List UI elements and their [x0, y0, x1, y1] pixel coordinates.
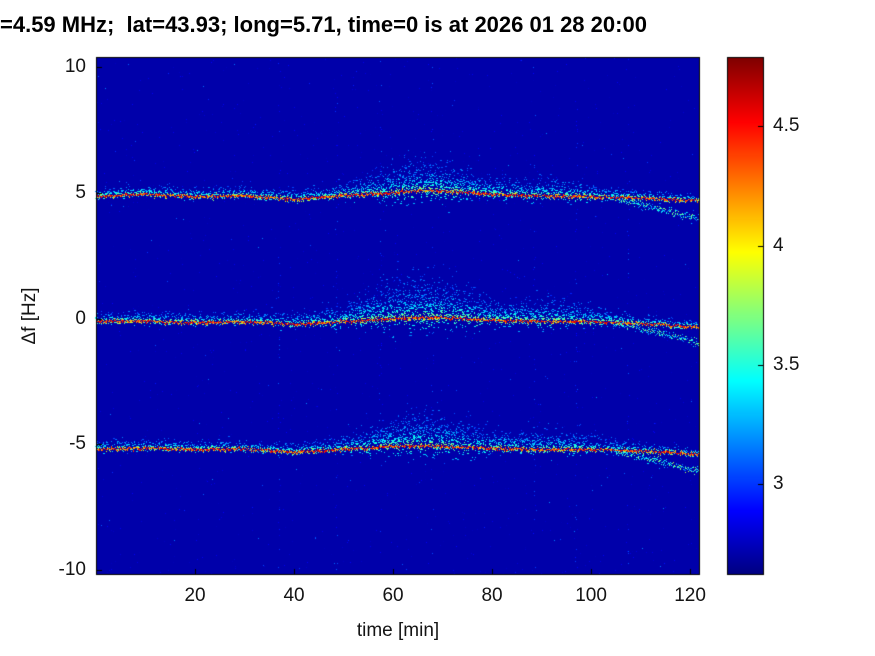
- x-tick-label: 80: [481, 585, 503, 606]
- x-tick-label: 20: [184, 585, 206, 606]
- x-axis-label: time [min]: [356, 620, 440, 641]
- y-tick-label: -10: [58, 558, 86, 580]
- x-tick-label: 60: [382, 585, 404, 606]
- colorbar-tick-label: 3.5: [773, 353, 800, 375]
- x-tick-label: 100: [575, 585, 607, 606]
- y-tick-label: 10: [64, 56, 86, 78]
- x-tick-label: 40: [283, 585, 305, 606]
- colorbar-tick-label: 4: [773, 234, 784, 256]
- colorbar-tick-label: 3: [773, 473, 784, 495]
- y-tick-label: -5: [69, 433, 86, 455]
- colorbar-tick-label: 4.5: [773, 115, 800, 137]
- y-axis-label: Δf [Hz]: [19, 287, 40, 345]
- chart-title: =4.59 MHz; lat=43.93; long=5.71, time=0 …: [0, 12, 647, 37]
- x-tick-label: 120: [674, 585, 706, 606]
- y-tick-label: 0: [75, 307, 86, 329]
- y-tick-label: 5: [75, 181, 86, 203]
